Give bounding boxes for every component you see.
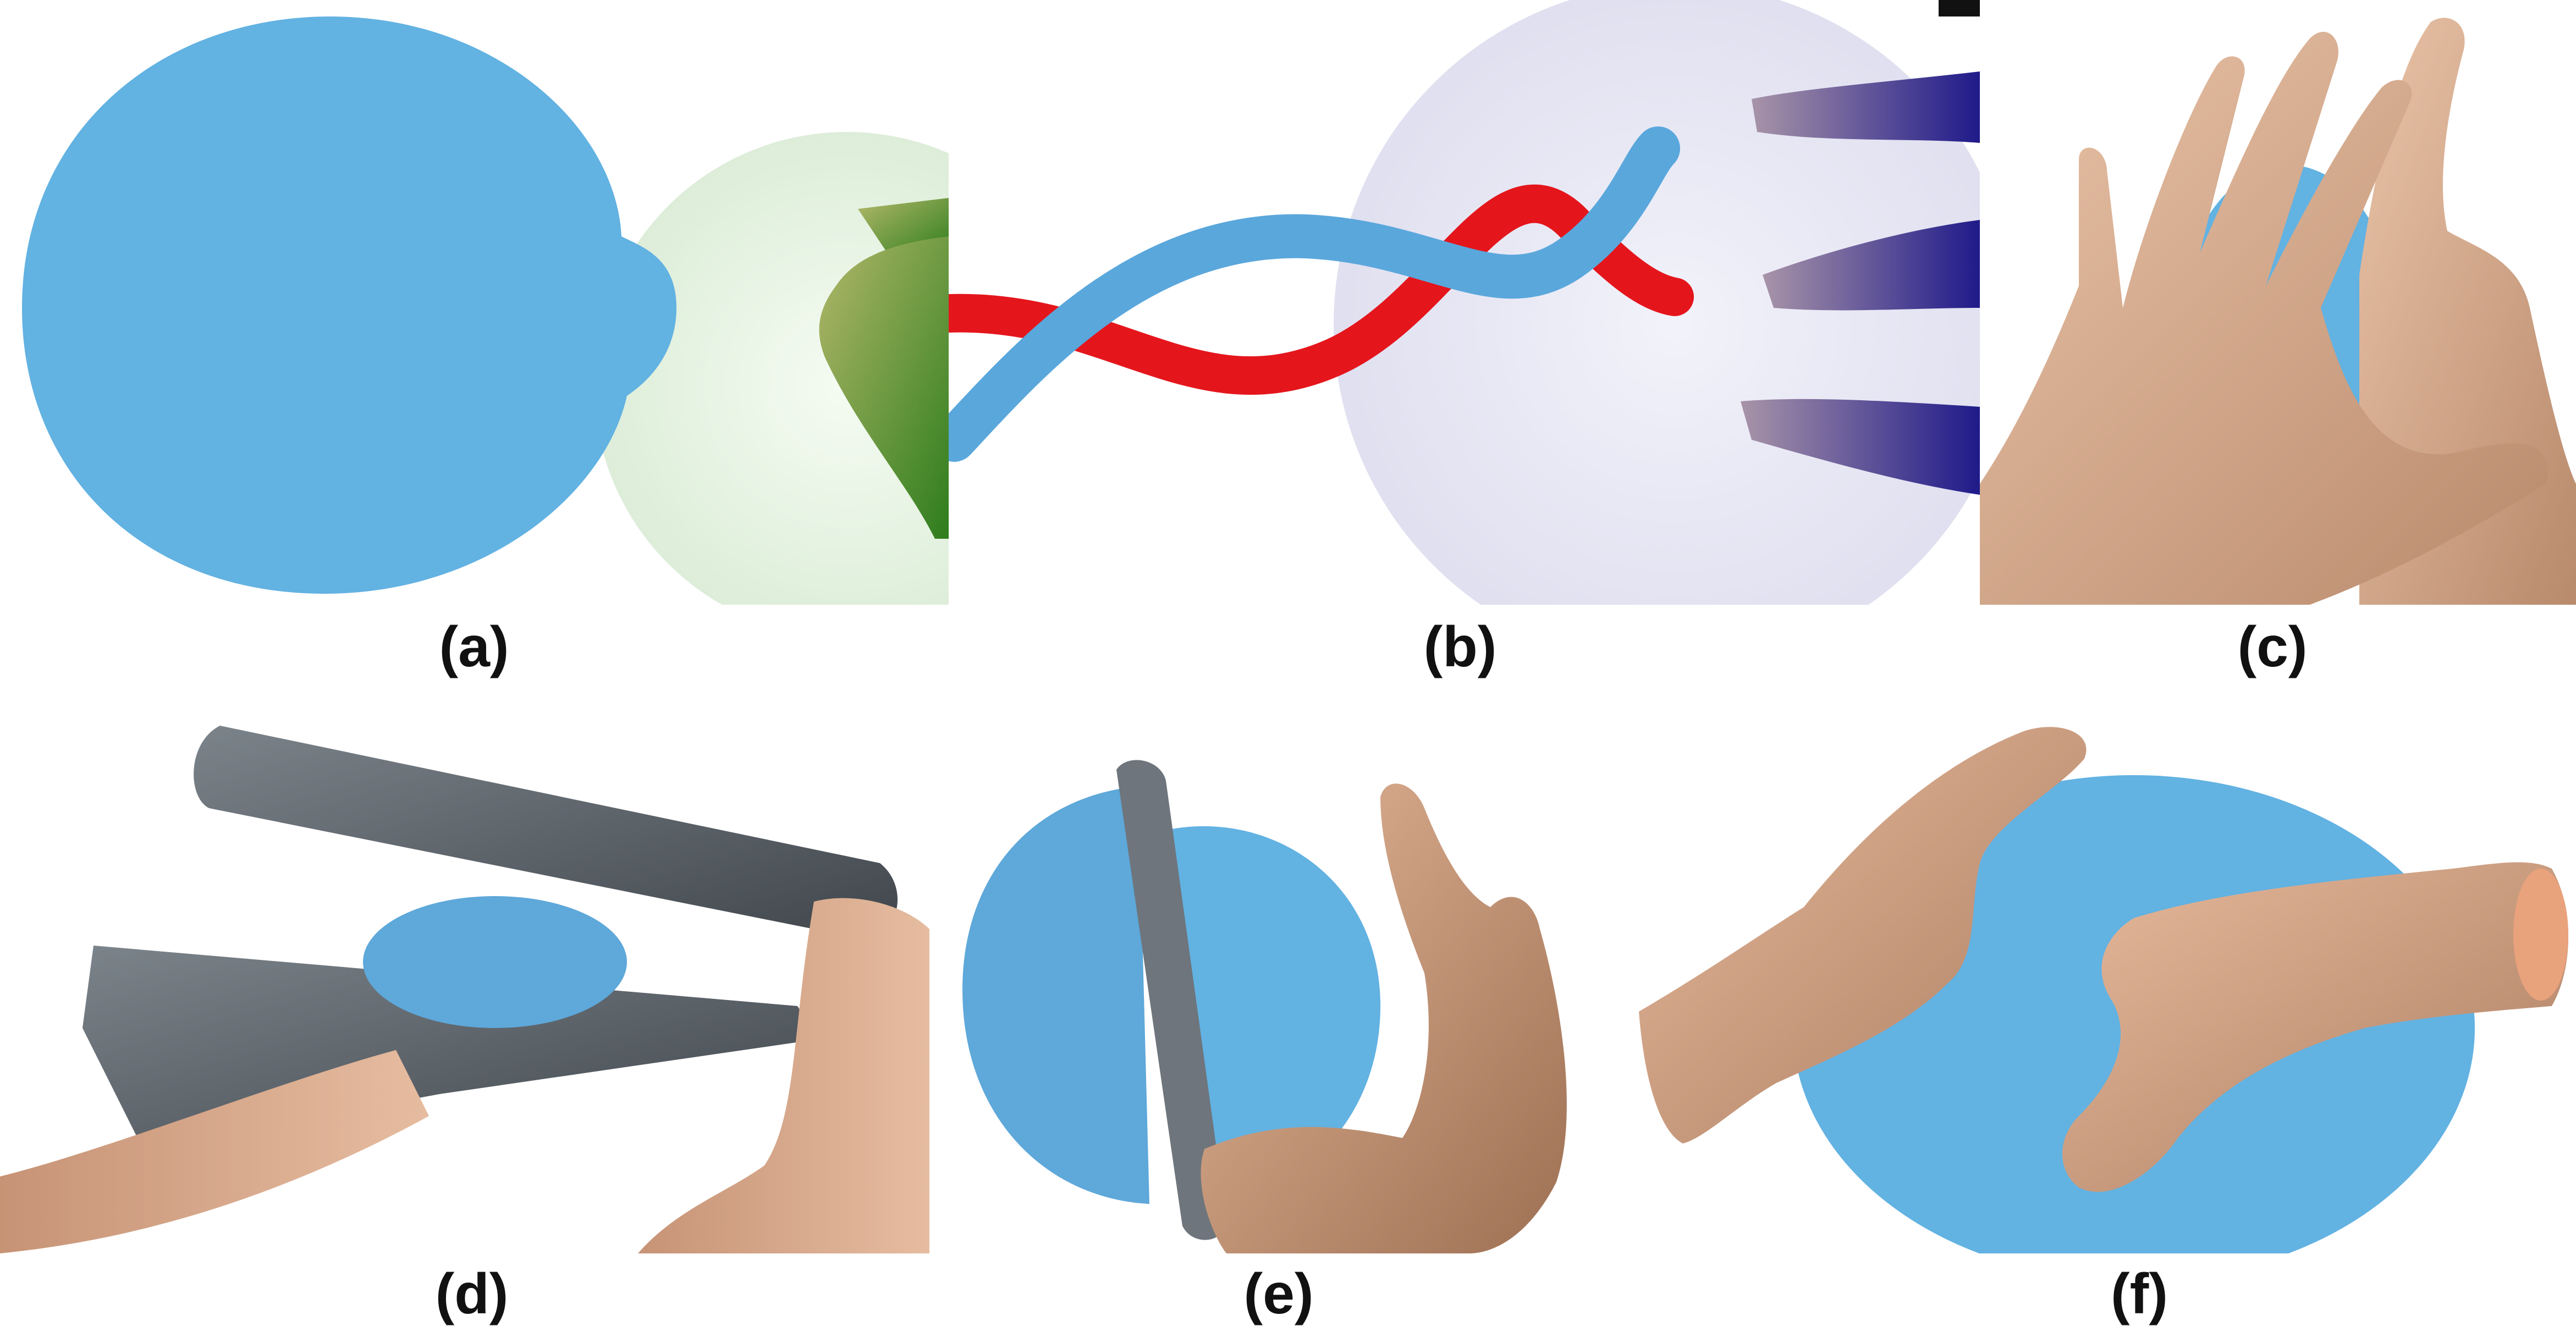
caption-c: (c) [2237,615,2308,679]
clay-cut-image [962,760,1567,1253]
finger [1741,399,1980,495]
hands-squeeze-image [1639,727,2568,1253]
finger [1763,220,1980,311]
thumb [819,236,949,539]
hand [1201,783,1567,1253]
blue-strand [949,126,1680,462]
clay-pinch-image [22,16,949,605]
caption-b: (b) [1423,615,1497,679]
plate-press-image [0,726,929,1253]
panel-f [1639,698,2576,1253]
panel-e [929,698,1639,1253]
top-plate [194,726,898,940]
caption-d: (d) [435,1262,509,1326]
panel-c [1980,0,2576,605]
caption-e: (e) [1243,1262,1314,1326]
panel-a [0,0,949,605]
hands-press-image [1980,18,2576,605]
caption-f: (f) [2111,1262,2168,1326]
panel-d [0,698,929,1253]
clay-left-half [962,786,1149,1204]
finger [1752,71,1980,143]
selection-sphere [594,132,949,605]
left-hand [1639,727,2087,1143]
edge-dark [1939,0,1980,16]
left-hand [0,1050,429,1253]
clay [363,896,627,1028]
right-hand [2062,862,2568,1192]
caption-a: (a) [439,615,509,679]
wrist-cap [2513,869,2568,1001]
front-hand [1980,31,2548,605]
panel-b [949,0,1980,605]
clay-right-half [1166,826,1380,1204]
clay-ball [22,16,676,594]
twisted-strands-image [949,0,1980,605]
right-hand [638,898,929,1253]
cutting-rod [1116,760,1226,1240]
